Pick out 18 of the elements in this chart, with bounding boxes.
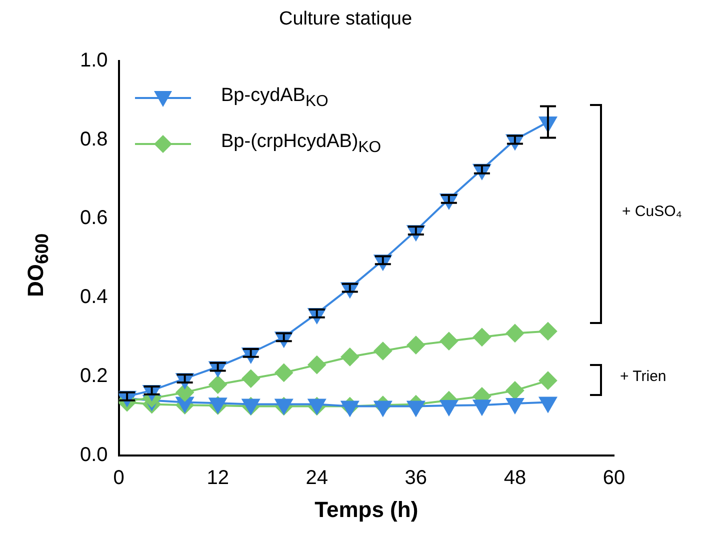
x-tick-label: 0 [113, 467, 124, 490]
y-tick-label: 0.0 [80, 444, 108, 466]
text: + Trien [620, 368, 666, 385]
chart-title: Culture statique [278, 8, 412, 30]
x-tick-label: 60 [602, 467, 626, 490]
x-tick-label: 48 [504, 467, 526, 490]
x-tick-label: 36 [404, 467, 428, 490]
x-axis-title: Temps (h) [314, 496, 418, 522]
text: + CuSO₄ [622, 203, 682, 220]
x-tick-label: 24 [306, 467, 328, 490]
legend-label: Bp-cydAB$_{KO}$ [221, 85, 328, 111]
y-tick-label: 1.0 [80, 49, 108, 72]
y-tick-label: 0.6 [80, 207, 108, 230]
y-tick-label: 0.2 [80, 365, 108, 388]
y-tick-label: 0.4 [80, 286, 108, 308]
legend-label: Bp-(crpHcydAB)$_{KO}$ [221, 131, 382, 157]
y-tick-label: 0.8 [80, 128, 108, 150]
x-tick-label: 12 [206, 467, 229, 490]
